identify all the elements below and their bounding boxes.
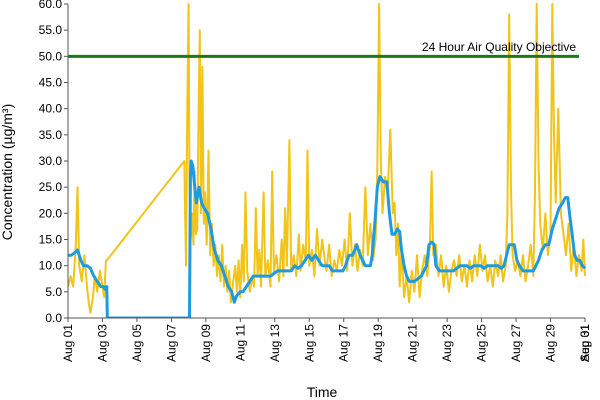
y-tick-label: 15.0	[39, 233, 63, 247]
y-axis-ticks: 0.0 5.0 10.0 15.0 20.0 25.0 30.0 35.0 40.0 45.0 50…	[39, 0, 68, 325]
y-tick-label: 30.0	[39, 154, 63, 168]
x-tick-label: Aug 21	[406, 324, 420, 362]
x-tick-label: Aug 23	[440, 324, 454, 362]
y-axis-label: Concentration (µg/m³)	[0, 104, 15, 240]
x-tick-label: Aug 05	[130, 324, 144, 362]
x-tick-label: Aug 03	[95, 324, 109, 362]
x-tick-label: Aug 19	[371, 324, 385, 362]
x-tick-label: Aug 01	[61, 324, 75, 362]
y-tick-label: 10.0	[39, 259, 63, 273]
x-axis-label: Time	[307, 384, 338, 400]
y-tick-label: 60.0	[39, 0, 63, 11]
x-axis-ticks: Aug 01 Aug 03 Aug 05 Aug 07 Aug 09 Aug 11 Aug …	[61, 318, 592, 362]
x-tick-label: Aug 11	[233, 324, 247, 361]
rolling-average-line	[68, 159, 587, 318]
y-tick-label: 5.0	[45, 285, 62, 299]
x-tick-label: Sep 01	[578, 324, 592, 362]
x-tick-label: Aug 07	[164, 324, 178, 362]
y-tick-label: 45.0	[39, 76, 63, 90]
y-tick-label: 35.0	[39, 128, 63, 142]
y-tick-label: 25.0	[39, 180, 63, 194]
plot-area	[68, 3, 587, 318]
y-tick-label: 0.0	[45, 311, 62, 325]
objective-annotation: 24 Hour Air Quality Objective	[422, 40, 576, 54]
y-tick-label: 50.0	[39, 49, 63, 63]
x-tick-label: Aug 25	[475, 324, 489, 362]
y-tick-label: 55.0	[39, 23, 63, 37]
x-tick-label: Aug 29	[544, 324, 558, 362]
y-tick-label: 20.0	[39, 206, 63, 220]
x-tick-label: Aug 27	[509, 324, 523, 362]
x-tick-label: Aug 17	[337, 324, 351, 362]
x-tick-label: Aug 09	[199, 324, 213, 362]
x-tick-label: Aug 15	[302, 324, 316, 362]
hourly-concentration-line	[68, 3, 586, 314]
x-tick-label: Aug 13	[268, 324, 282, 362]
x-tick-label: Aug 31	[578, 324, 592, 362]
y-tick-label: 40.0	[39, 102, 63, 116]
